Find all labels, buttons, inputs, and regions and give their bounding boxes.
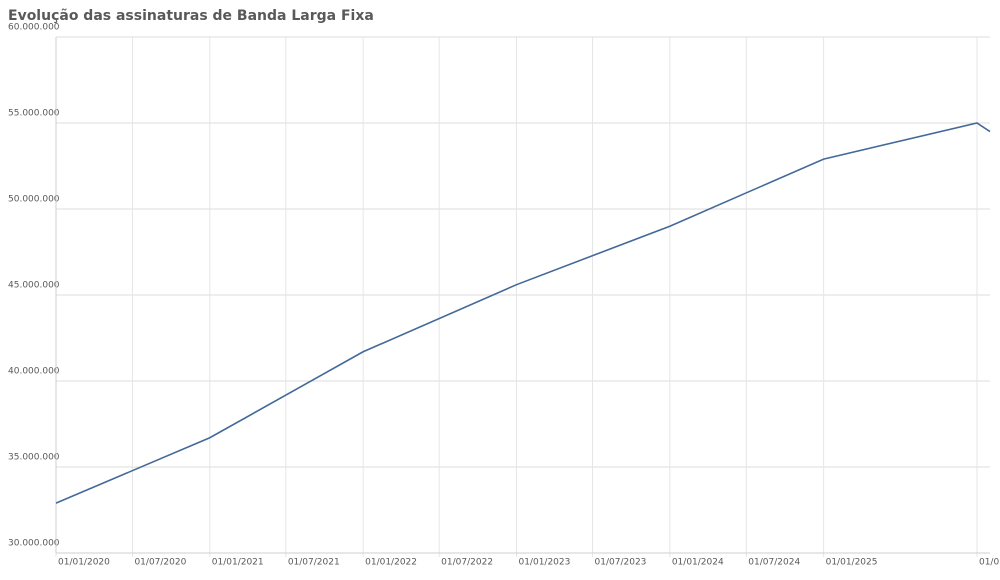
x-tick-label: 01/07/2020	[134, 558, 186, 568]
x-tick-label: 01/01/2020	[58, 558, 110, 568]
line-series	[55, 122, 991, 504]
x-tick-label: 01/07/2024	[748, 558, 800, 568]
x-tick-label: 01/01/2025	[826, 558, 878, 568]
x-tick-label: 01/01/2022	[365, 558, 417, 568]
y-tick-label: 60.000.000	[8, 23, 60, 33]
chart-title: Evolução das assinaturas de Banda Larga …	[8, 8, 374, 24]
y-tick-label: 40.000.000	[8, 367, 60, 377]
y-tick-label: 55.000.000	[8, 109, 60, 119]
x-tick-label: 01/01/2024	[672, 558, 724, 568]
x-tick-label: 01/01/2023	[518, 558, 570, 568]
x-tick-label: 01/01/2021	[212, 558, 264, 568]
x-tick-label: 01/07/2022	[441, 558, 493, 568]
y-tick-label: 35.000.000	[8, 453, 60, 463]
x-tick-label: 01/01/2026	[979, 558, 1000, 568]
y-tick-label: 30.000.000	[8, 539, 60, 549]
x-tick-label: 01/07/2021	[288, 558, 340, 568]
y-tick-label: 45.000.000	[8, 281, 60, 291]
y-tick-label: 50.000.000	[8, 195, 60, 205]
x-tick-label: 01/07/2023	[595, 558, 647, 568]
